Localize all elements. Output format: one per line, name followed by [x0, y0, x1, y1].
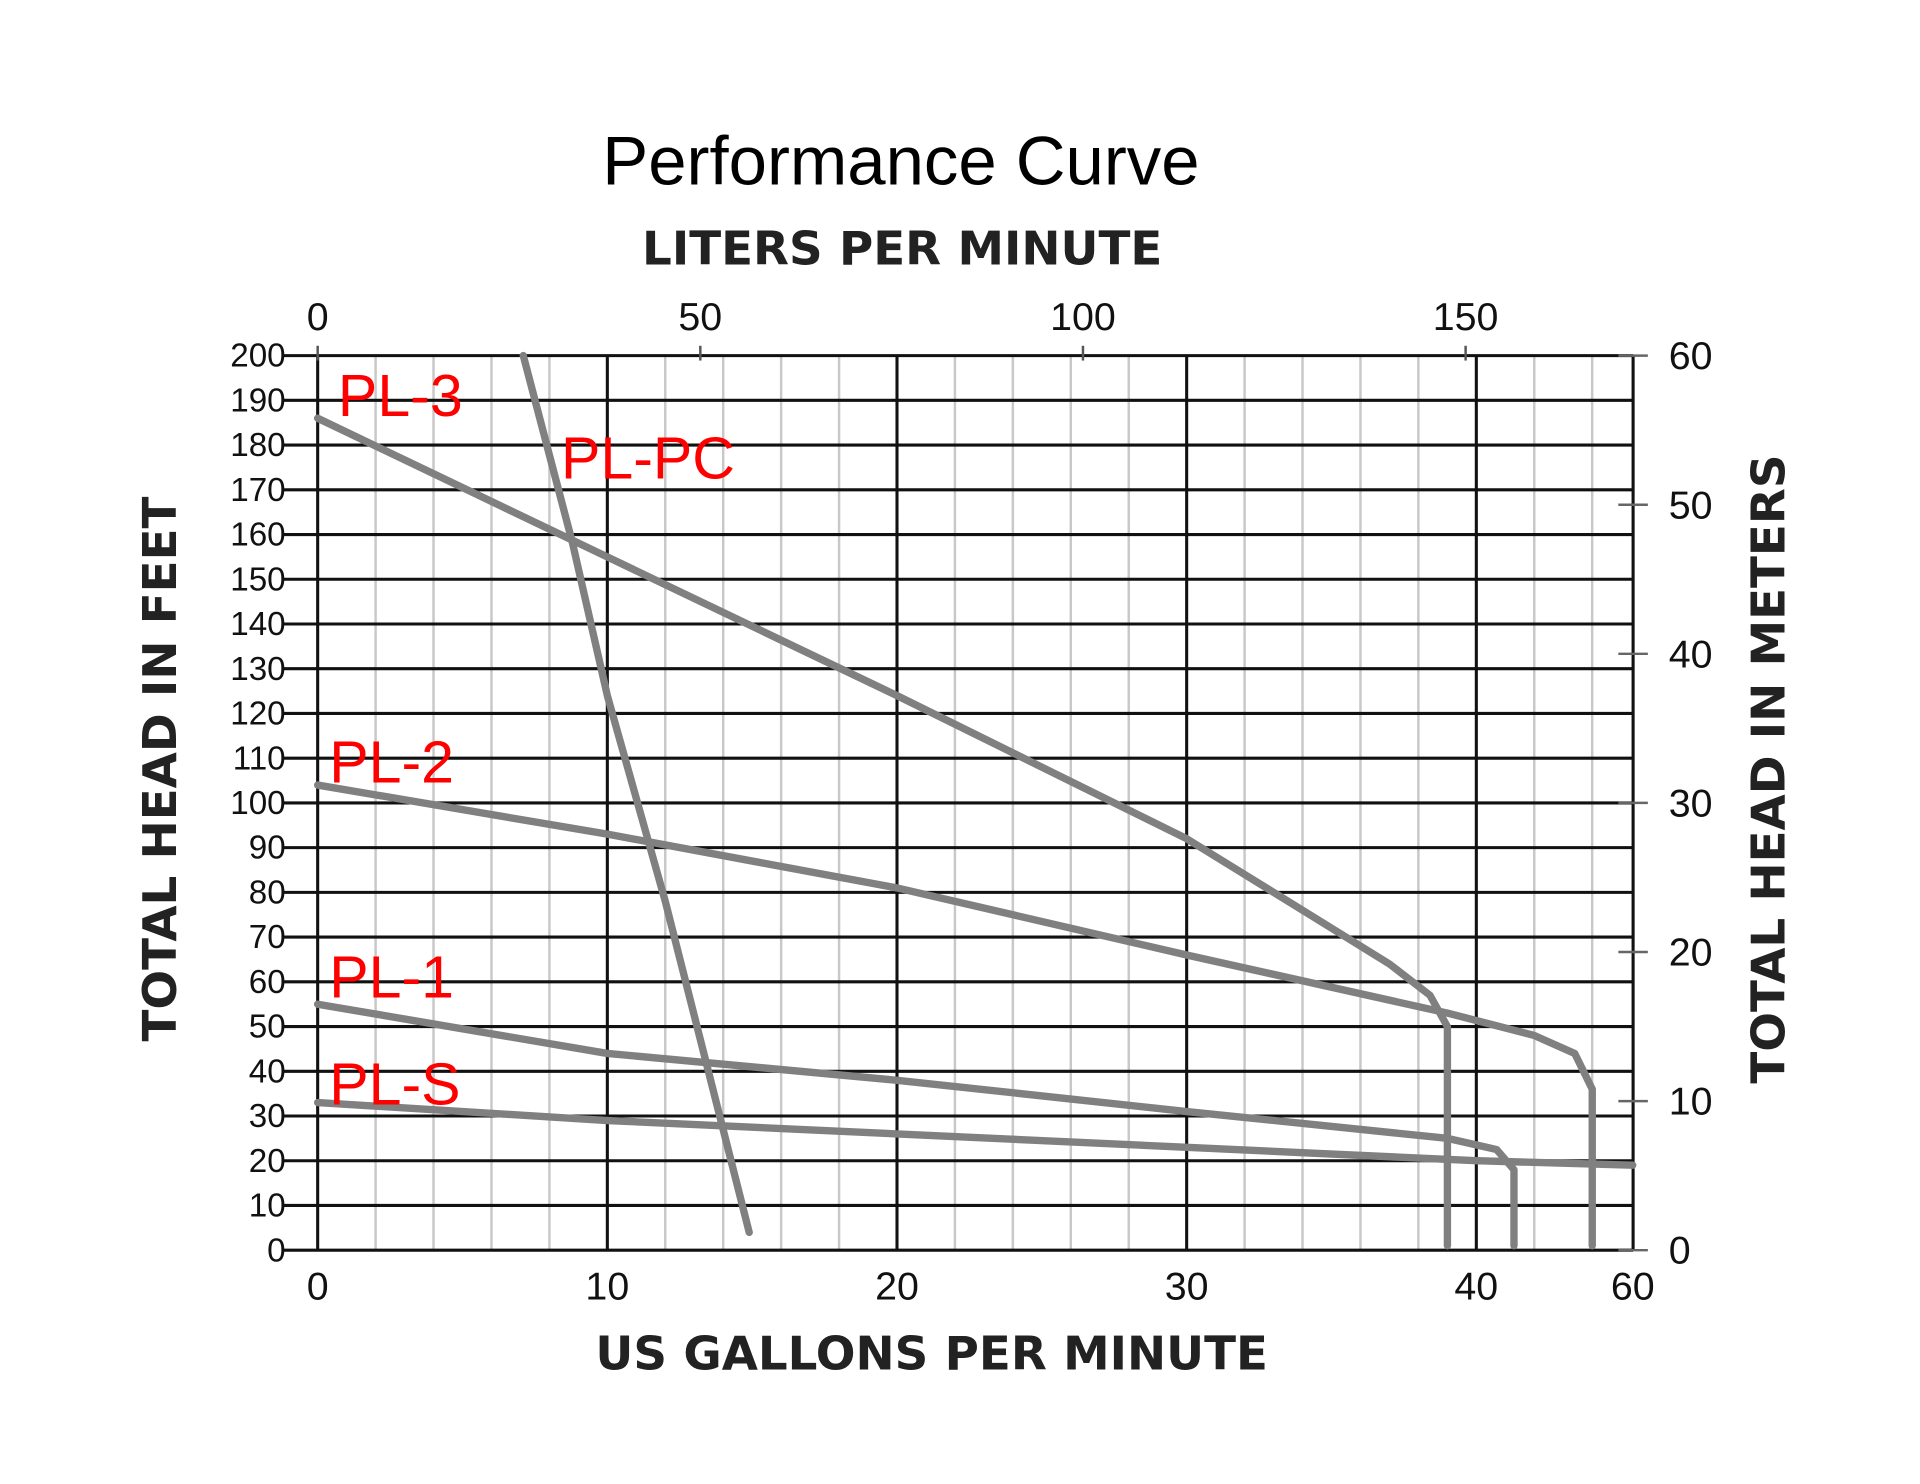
y2-tick-label: 60: [1669, 334, 1713, 378]
y-tick-label: 200: [230, 338, 285, 375]
y-tick-label: 120: [230, 696, 285, 733]
tick-labels: 0102030405060708090100110120130140150160…: [230, 295, 1712, 1309]
series-label-pl-s: PL-S: [329, 1052, 460, 1118]
x2-tick-label: 50: [678, 295, 722, 339]
x-tick-label: 60: [1611, 1264, 1655, 1308]
left-y-axis-title: TOTAL HEAD IN FEET: [134, 496, 188, 1041]
series-label-pl-1: PL-1: [329, 944, 454, 1010]
x2-tick-label: 100: [1050, 295, 1116, 339]
curve-pl-pc: [519, 351, 753, 1237]
x-tick-label: 0: [307, 1264, 329, 1308]
series-labels: PL-3 PL-PC PL-2 PL-1 PL-S: [329, 363, 735, 1118]
chart-title: Performance Curve: [602, 123, 1199, 200]
y2-tick-label: 50: [1669, 483, 1713, 527]
bottom-x-axis-title: US GALLONS PER MINUTE: [595, 1328, 1267, 1382]
y-tick-label: 50: [249, 1009, 286, 1046]
y-tick-label: 90: [249, 830, 286, 867]
series-label-pl-3: PL-3: [338, 363, 463, 429]
grid: [283, 354, 1635, 1252]
y-tick-label: 160: [230, 517, 285, 554]
y-tick-label: 150: [230, 561, 285, 598]
y-tick-label: 70: [249, 919, 286, 956]
top-x-axis-title: LITERS PER MINUTE: [642, 223, 1162, 277]
y-tick-label: 110: [233, 740, 286, 777]
y-tick-label: 100: [230, 785, 285, 822]
y-tick-label: 10: [249, 1188, 286, 1225]
x-tick-label: 30: [1165, 1264, 1209, 1308]
y-tick-label: 0: [267, 1232, 285, 1269]
curve-pl-2: [313, 781, 1596, 1250]
y-tick-label: 40: [249, 1053, 286, 1090]
series-label-pl-2: PL-2: [329, 730, 454, 796]
y-tick-label: 60: [249, 964, 286, 1001]
y-tick-label: 190: [230, 382, 285, 419]
curves: [313, 351, 1637, 1250]
y-tick-label: 130: [230, 651, 285, 688]
y2-tick-label: 20: [1669, 931, 1713, 975]
y2-tick-label: 30: [1669, 781, 1713, 825]
y-tick-label: 170: [230, 472, 285, 509]
x-tick-label: 10: [585, 1264, 629, 1308]
curve-pl-1: [313, 1000, 1518, 1250]
series-label-pl-pc: PL-PC: [561, 425, 735, 491]
y-tick-label: 80: [249, 874, 286, 911]
x-tick-label: 20: [875, 1264, 919, 1308]
y2-tick-label: 10: [1669, 1080, 1713, 1124]
y2-tick-label: 40: [1669, 632, 1713, 676]
curve-pl-3: [313, 414, 1452, 1250]
y-tick-label: 180: [230, 427, 285, 464]
y2-tick-label: 0: [1669, 1229, 1691, 1273]
y-tick-label: 30: [249, 1098, 286, 1135]
x2-tick-label: 150: [1433, 295, 1499, 339]
y-tick-label: 20: [249, 1143, 286, 1180]
y-tick-label: 140: [230, 606, 285, 643]
curve-pl-s: [313, 1098, 1637, 1169]
right-y-axis-title: TOTAL HEAD IN METERS: [1742, 454, 1796, 1083]
x-tick-label: 40: [1454, 1264, 1498, 1308]
x2-tick-label: 0: [307, 295, 329, 339]
